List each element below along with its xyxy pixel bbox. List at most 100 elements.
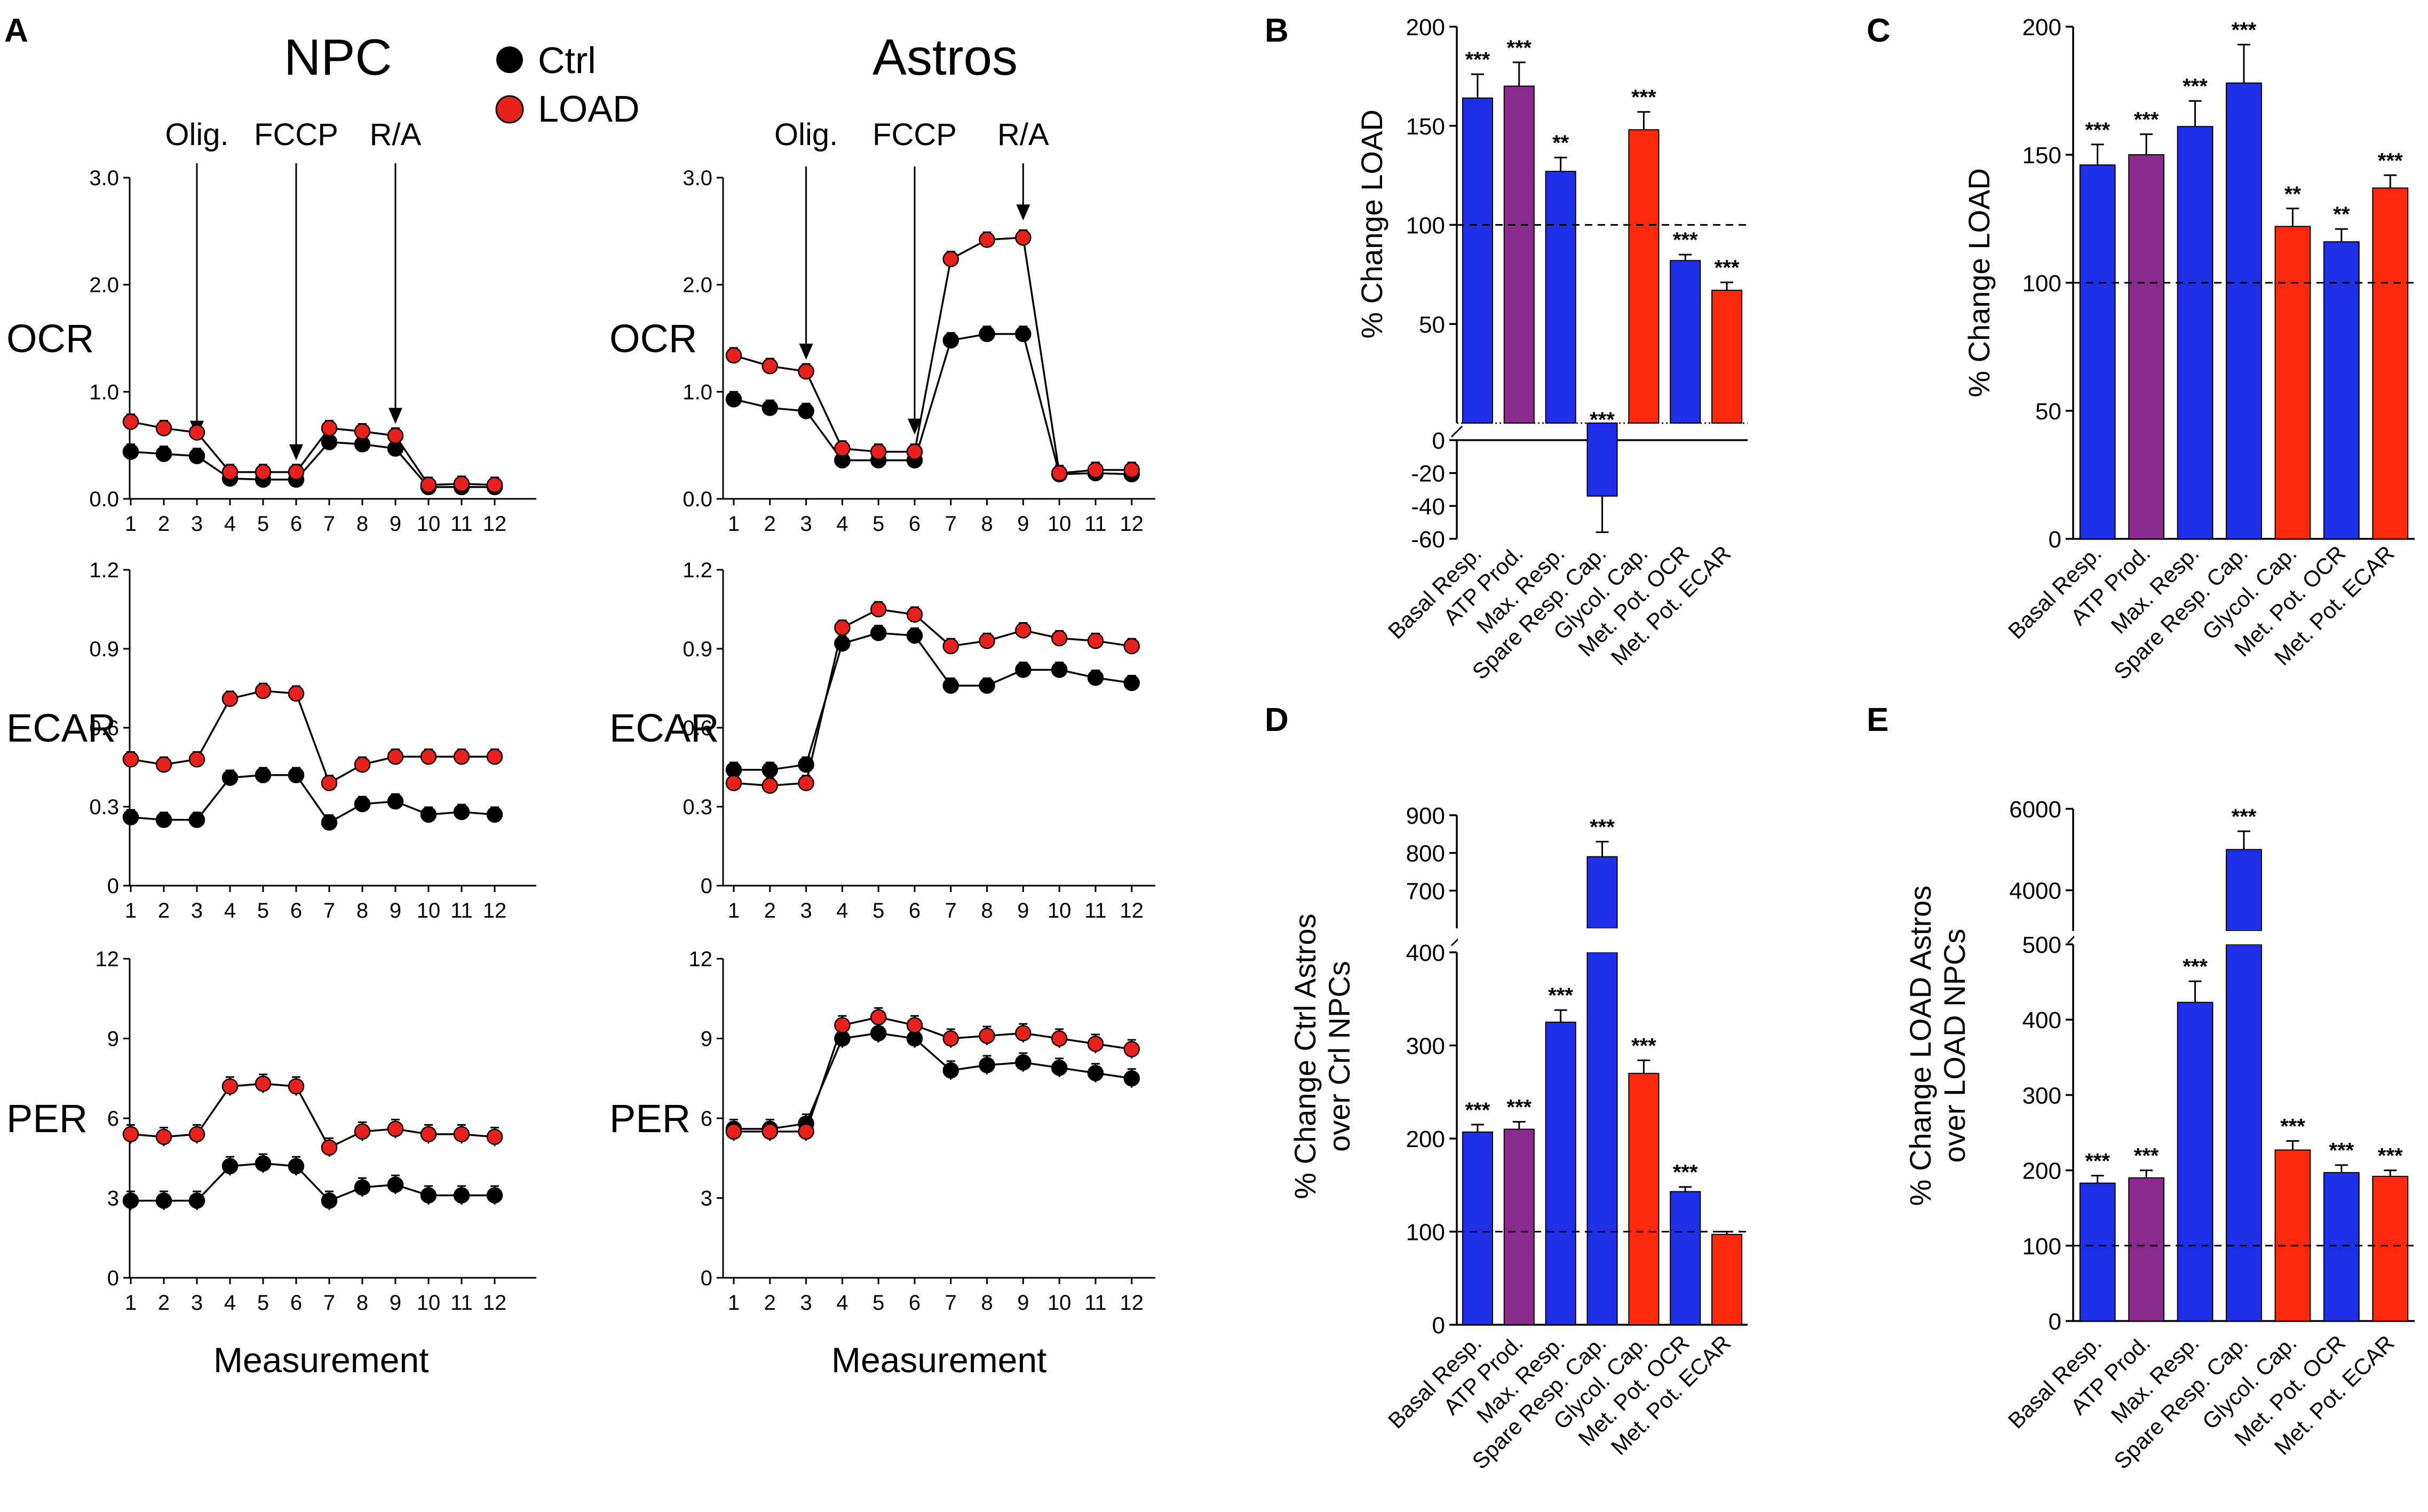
c-bar-3 xyxy=(2226,82,2262,540)
panel-d: 0 100 200 300 400 700 800 900 *** *** *** *** *** ***… xyxy=(1288,803,1749,1474)
npc-per-load-point xyxy=(155,1128,172,1145)
b-y-tick-label: -40 xyxy=(1411,494,1445,520)
astros-ecar-y-tick-label: 0.3 xyxy=(683,795,712,819)
npc-ocr-load-line xyxy=(130,420,495,486)
astros-per-x-tick-label: 6 xyxy=(909,1291,921,1315)
npc-per-load-point xyxy=(122,1126,139,1143)
e-y-tick-label: 400 xyxy=(2022,1007,2061,1033)
astros-ecar-ctrl-point xyxy=(1051,662,1068,678)
e-bar-6 xyxy=(2372,1175,2409,1322)
astros-ocr-load-point xyxy=(1123,461,1140,479)
astros-ocr-ctrl-point xyxy=(725,391,742,408)
npc-per-x-tick-label: 1 xyxy=(125,1291,137,1315)
astros-ocr-y-tick-label: 3.0 xyxy=(683,166,712,190)
astros-ecar-x-tick-label: 1 xyxy=(728,899,740,922)
npc-ocr-x-tick-label: 12 xyxy=(483,512,507,536)
panel-b: 0-20-40-6050100150200*******************… xyxy=(1355,14,1748,684)
npc-ocr-y-tick-label: 1.0 xyxy=(89,380,119,404)
npc-per-x-tick-label: 10 xyxy=(417,1291,441,1315)
astros-ecar-ctrl-point xyxy=(870,625,887,641)
astros-ecar-load-point xyxy=(725,775,742,791)
npc-ecar-ctrl-point xyxy=(453,803,470,821)
npc-ocr-ctrl-point xyxy=(155,445,172,462)
npc-ocr-load-point xyxy=(288,464,305,481)
astros-per-ctrl-point xyxy=(979,1057,995,1073)
e-y-axis-title: % Change LOAD Astros xyxy=(1903,886,1937,1206)
astros-ecar-load-point xyxy=(1123,638,1140,655)
npc-ocr-x-tick-label: 7 xyxy=(323,512,335,536)
astros-ecar-ctrl-point xyxy=(1087,670,1104,686)
b-bar-5 xyxy=(1670,260,1701,424)
b-significance: ** xyxy=(1552,131,1569,155)
astros-ocr-ctrl-point xyxy=(1015,325,1031,343)
astros-per-load-point xyxy=(798,1123,814,1140)
d-bar-4 xyxy=(1628,1072,1660,1325)
b-bar-1 xyxy=(1503,85,1535,424)
npc-per-ctrl-point xyxy=(354,1179,371,1196)
c-bar-1 xyxy=(2128,154,2165,539)
astros-ocr-y-tick-label: 0.0 xyxy=(683,488,712,511)
npc-per-ctrl-point xyxy=(188,1192,205,1209)
astros-per-ctrl-point xyxy=(870,1025,887,1041)
npc-xaxis-title: Measurement xyxy=(213,1340,429,1380)
npc-ecar-ctrl-point xyxy=(221,769,239,786)
npc-per-row-label: PER xyxy=(6,1096,88,1141)
c-y-tick-label: 100 xyxy=(2022,270,2061,297)
astros-ocr-ctrl-point xyxy=(942,332,959,349)
astros-ecar-load-line xyxy=(733,608,1132,787)
b-y-tick-label: -60 xyxy=(1411,527,1445,553)
astros-ecar-row-label: ECAR xyxy=(609,706,719,750)
d-bar-5 xyxy=(1670,1191,1701,1326)
b-significance: *** xyxy=(1465,48,1490,71)
astros-ocr-load-point xyxy=(1051,465,1068,482)
astros-ecar-x-tick-label: 12 xyxy=(1120,899,1144,922)
astros-per-load-point xyxy=(942,1030,959,1047)
npc-ecar-load-line xyxy=(130,690,495,785)
astros-ocr-load-point xyxy=(761,357,779,375)
c-significance: *** xyxy=(2232,19,2257,42)
event-label-olig-npc: Olig. xyxy=(165,117,228,152)
npc-ecar-ctrl-point xyxy=(255,767,272,784)
npc-per-x-tick-label: 6 xyxy=(290,1291,302,1315)
npc-ocr-x-tick-label: 3 xyxy=(191,512,203,536)
astros-ocr-load-point xyxy=(798,363,814,380)
legend-load-marker xyxy=(495,95,524,124)
astros-per-y-tick-label: 9 xyxy=(701,1028,712,1051)
astros-ecar-x-tick-label: 11 xyxy=(1084,899,1107,922)
astros-per-load-point xyxy=(725,1123,742,1140)
c-significance: ** xyxy=(2333,203,2350,226)
npc-ecar-y-tick-label: 1.2 xyxy=(89,559,119,582)
npc-ocr-load-point xyxy=(486,476,503,494)
astros-per-y-tick-label: 6 xyxy=(701,1107,712,1131)
npc-per-x-tick-label: 5 xyxy=(257,1291,269,1315)
npc-per-ctrl-point xyxy=(288,1158,305,1174)
c-y-tick-label: 200 xyxy=(2022,14,2061,41)
legend: Ctrl LOAD xyxy=(495,39,640,130)
npc-per-load-point xyxy=(321,1139,338,1156)
c-bar-6 xyxy=(2372,187,2409,539)
astros-ecar-load-point xyxy=(1015,622,1031,639)
npc-per-x-tick-label: 12 xyxy=(483,1291,507,1315)
npc-per-y-tick-label: 3 xyxy=(107,1187,119,1211)
b-significance: *** xyxy=(1590,408,1615,432)
d-y-tick-label: 900 xyxy=(1406,803,1445,829)
d-bar-1 xyxy=(1503,1128,1535,1326)
npc-ocr-load-point xyxy=(354,423,371,440)
b-y-tick-label: -20 xyxy=(1411,461,1445,487)
b-bar-4 xyxy=(1628,129,1660,424)
e-y-axis-title: over LOAD NPCs xyxy=(1938,929,1971,1163)
npc-ecar-load-point xyxy=(420,749,437,765)
npc-ecar-ctrl-point xyxy=(420,806,437,823)
astros-ocr-x-tick-label: 1 xyxy=(728,512,740,536)
astros-ecar-ctrl-point xyxy=(1123,674,1140,691)
astros-per-load-point xyxy=(906,1017,923,1033)
astros-ocr-x-tick-label: 7 xyxy=(945,512,957,536)
d-bar-0 xyxy=(1462,1131,1493,1325)
npc-ecar-load-point xyxy=(288,685,305,702)
event-label-ra-astros: R/A xyxy=(997,117,1049,152)
astros-ecar-load-point xyxy=(942,638,959,655)
npc-ocr-ctrl-point xyxy=(321,434,338,450)
astros-per-load-point xyxy=(1051,1030,1068,1047)
npc-ecar-x-tick-label: 12 xyxy=(483,899,507,922)
npc-ocr-y-tick-label: 0.0 xyxy=(89,488,119,511)
